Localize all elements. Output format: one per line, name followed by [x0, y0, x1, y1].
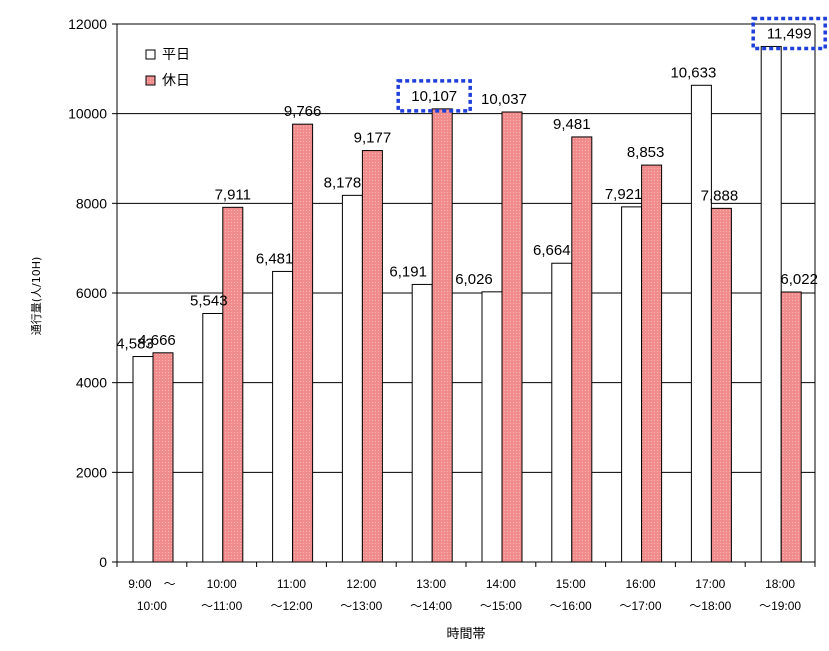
- x-tick-label: 13:00: [416, 577, 446, 591]
- y-tick-label: 6000: [76, 285, 107, 301]
- bar-weekday: [272, 270, 294, 563]
- data-label-holiday: 9,177: [354, 130, 392, 147]
- y-tick-label: 2000: [76, 464, 107, 480]
- legend-label-weekday: 平日: [162, 47, 190, 63]
- data-label-weekday: 5,543: [190, 292, 228, 309]
- x-tick-label: 9:00 ～: [128, 577, 175, 591]
- highlight-boxes: [396, 16, 827, 113]
- legend: 平日 休日: [137, 38, 221, 94]
- bar-holiday: [501, 111, 523, 563]
- x-tick-label: 14:00: [486, 577, 516, 591]
- bar-holiday: [780, 291, 802, 563]
- bar-holiday: [361, 150, 383, 563]
- data-label-holiday: 10,037: [481, 91, 527, 108]
- legend-label-holiday: 休日: [162, 73, 190, 89]
- bars: [132, 45, 802, 563]
- x-tick-label: 12:00: [346, 577, 376, 591]
- bar-holiday: [222, 206, 244, 563]
- data-label-holiday: 9,481: [553, 116, 591, 133]
- data-label-holiday: 10,107: [411, 88, 457, 105]
- data-label-weekday: 6,664: [533, 242, 571, 259]
- highlight-box: [396, 79, 472, 113]
- data-label-holiday: 8,853: [627, 144, 665, 161]
- bar-weekday: [690, 84, 712, 563]
- data-label-weekday: 8,178: [324, 174, 362, 191]
- x-axis-title: 時間帯: [446, 627, 485, 642]
- data-label-weekday: 10,633: [670, 64, 716, 81]
- x-tick-label: ～17:00: [619, 599, 661, 613]
- bar-holiday: [431, 108, 453, 563]
- x-tick-label: ～19:00: [759, 599, 801, 613]
- bar-weekday: [760, 45, 782, 563]
- data-labels: 4,583 5,543 6,481 8,178 6,191 6,026 6,664 7,921…: [116, 25, 818, 352]
- bar-weekday: [621, 206, 643, 563]
- bar-holiday: [710, 207, 732, 563]
- data-label-weekday: 11,499: [767, 25, 812, 42]
- data-label-holiday: 6,022: [780, 271, 818, 288]
- data-label-weekday: 4,583: [116, 336, 154, 353]
- data-label-weekday: 6,481: [256, 250, 294, 267]
- x-tick-label: 17:00: [695, 577, 725, 591]
- data-label-holiday: 7,911: [215, 186, 251, 203]
- bar-weekday: [341, 194, 363, 563]
- y-tick-label: 0: [99, 554, 107, 570]
- x-tick-label: ～12:00: [270, 599, 312, 613]
- legend-swatch-holiday: [145, 75, 156, 86]
- x-tick-label: 15:00: [556, 577, 586, 591]
- axes: 0 2000 4000 6000 8000 10000 12000 9:00 ～ 10:00 10…: [68, 16, 816, 613]
- x-tick-label: ～14:00: [410, 599, 452, 613]
- x-tick-label: ～13:00: [340, 599, 382, 613]
- x-tick-label: 10:00: [137, 599, 167, 613]
- y-tick-label: 8000: [76, 195, 107, 211]
- x-tick-label: ～15:00: [480, 599, 522, 613]
- data-label-weekday: 7,921: [605, 186, 643, 203]
- x-tick-label: ～18:00: [689, 599, 731, 613]
- bar-weekday: [551, 262, 573, 563]
- data-label-holiday: 7,888: [701, 187, 739, 204]
- y-tick-label: 12000: [68, 16, 107, 32]
- data-label-weekday: 6,026: [455, 271, 493, 288]
- data-label-weekday: 6,191: [389, 263, 427, 280]
- bar-weekday: [481, 291, 503, 563]
- bar-weekday: [202, 312, 224, 563]
- x-tick-label: ～16:00: [550, 599, 592, 613]
- data-label-holiday: 4,666: [138, 332, 176, 349]
- bar-holiday: [292, 123, 314, 563]
- x-tick-label: ～11:00: [201, 599, 242, 613]
- x-tick-label: 18:00: [765, 577, 795, 591]
- bar-weekday: [411, 283, 433, 563]
- data-label-holiday: 9,766: [284, 103, 322, 120]
- y-axis-title: 通行量(人/10H): [30, 257, 43, 336]
- legend-swatch-weekday: [145, 49, 156, 60]
- bar-holiday: [641, 164, 663, 563]
- highlight-box: [751, 16, 827, 51]
- x-tick-label: 16:00: [625, 577, 655, 591]
- bar-holiday: [571, 136, 593, 563]
- y-tick-label: 4000: [76, 375, 107, 391]
- bar-holiday: [152, 352, 174, 563]
- x-tick-label: 11:00: [277, 577, 306, 591]
- x-tick-label: 10:00: [207, 577, 237, 591]
- bar-weekday: [132, 356, 154, 563]
- y-tick-label: 10000: [68, 106, 107, 122]
